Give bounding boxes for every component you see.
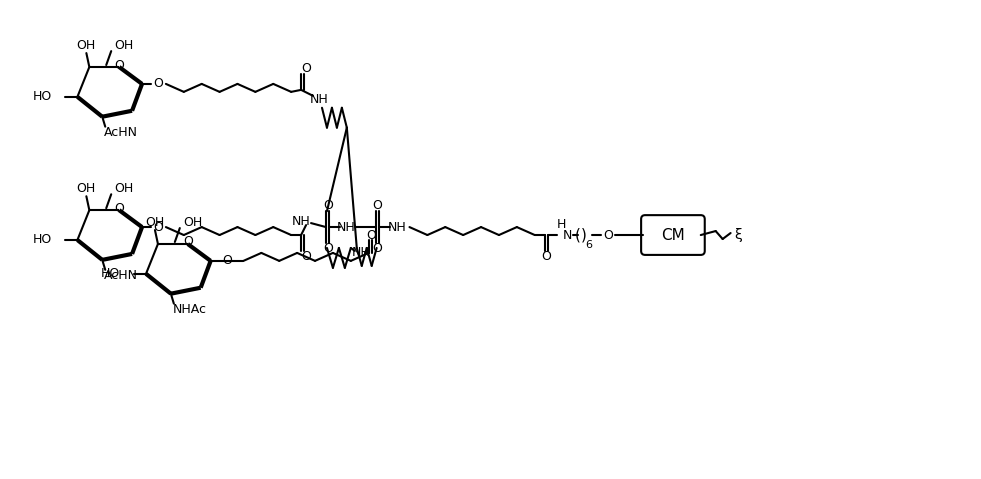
- Text: O: O: [323, 242, 333, 255]
- Text: O: O: [542, 251, 551, 263]
- Text: O: O: [366, 228, 376, 241]
- Text: ): ): [581, 228, 587, 242]
- Text: CM: CM: [661, 228, 685, 242]
- Text: O: O: [153, 78, 163, 91]
- Text: HO: HO: [32, 91, 52, 103]
- Text: OH: OH: [77, 182, 96, 195]
- Text: N: N: [563, 228, 572, 241]
- Text: O: O: [114, 58, 125, 71]
- Text: H: H: [557, 217, 566, 230]
- Text: O: O: [182, 236, 192, 249]
- Text: (: (: [575, 228, 581, 242]
- Text: OH: OH: [115, 182, 133, 195]
- Text: OH: OH: [77, 39, 96, 52]
- Text: OH: OH: [183, 216, 202, 228]
- Text: O: O: [153, 220, 163, 234]
- Text: ξ: ξ: [735, 228, 743, 242]
- FancyBboxPatch shape: [642, 215, 704, 255]
- Text: O: O: [603, 228, 613, 241]
- Text: AcHN: AcHN: [104, 269, 138, 282]
- Text: OH: OH: [115, 39, 133, 52]
- Text: NHAc: NHAc: [173, 303, 207, 316]
- Text: NH: NH: [351, 246, 370, 260]
- Text: NH: NH: [388, 220, 407, 234]
- Text: HO: HO: [32, 233, 52, 247]
- Text: NH: NH: [336, 220, 355, 234]
- Text: NH: NH: [291, 215, 310, 228]
- Text: O: O: [323, 199, 333, 212]
- Text: AcHN: AcHN: [104, 126, 138, 139]
- Text: O: O: [373, 199, 383, 212]
- Text: O: O: [301, 251, 311, 263]
- Text: 6: 6: [585, 240, 592, 250]
- Text: O: O: [373, 242, 383, 255]
- Text: OH: OH: [145, 216, 165, 228]
- Text: O: O: [223, 254, 232, 267]
- Text: O: O: [114, 202, 125, 215]
- Text: NH: NH: [310, 93, 329, 106]
- Text: O: O: [301, 61, 311, 75]
- Text: HO: HO: [101, 267, 120, 280]
